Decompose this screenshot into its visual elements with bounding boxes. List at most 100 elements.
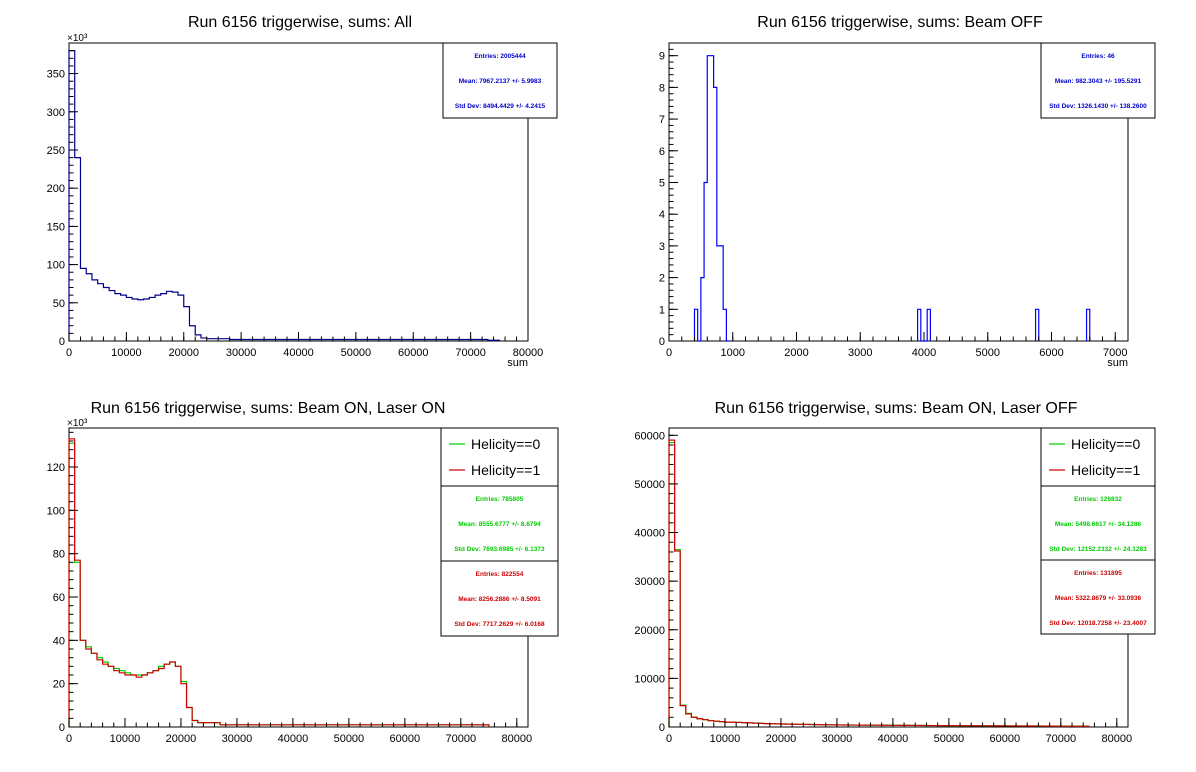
stats-line: Mean: 5322.8679 +/- 33.0936 xyxy=(1055,595,1142,602)
y-tick-label: 80 xyxy=(53,549,65,561)
stats-line: Std Dev: 12152.2332 +/- 24.1283 xyxy=(1049,546,1147,553)
x-tick-label: 30000 xyxy=(226,347,257,359)
legend-box xyxy=(440,427,559,487)
stats-line: Entries: 822554 xyxy=(476,571,524,578)
y-tick-label: 40 xyxy=(53,635,65,647)
legend-label-1: Helicity==0 xyxy=(471,436,540,452)
x-tick-label: 20000 xyxy=(166,733,197,745)
y-tick-label: 0 xyxy=(659,722,665,734)
y-tick-label: 0 xyxy=(59,722,65,734)
x-tick-label: 80000 xyxy=(502,733,533,745)
histogram-series-2 xyxy=(68,438,490,727)
x-tick-label: 7000 xyxy=(1103,347,1127,359)
y-tick-label: 250 xyxy=(47,145,65,157)
y-tick-label: 350 xyxy=(47,69,65,81)
y-axis-exponent: ×10³ xyxy=(67,418,88,429)
y-tick-label: 300 xyxy=(47,107,65,119)
x-tick-label: 20000 xyxy=(168,347,199,359)
histogram-bins-1 xyxy=(693,55,730,342)
y-tick-label: 60 xyxy=(53,592,65,604)
stats-line: Std Dev: 1326.1430 +/- 138.2600 xyxy=(1049,103,1147,110)
y-tick-label: 100 xyxy=(47,505,65,517)
stats-line: Entries: 2005444 xyxy=(474,53,526,60)
x-tick-label: 80000 xyxy=(513,347,544,359)
histogram-series-2 xyxy=(668,439,1090,727)
stats-box-2 xyxy=(440,560,559,637)
stats-box-1 xyxy=(1040,485,1156,561)
y-tick-label: 150 xyxy=(47,221,65,233)
y-tick-label: 5 xyxy=(659,177,665,189)
x-tick-label: 70000 xyxy=(455,347,486,359)
histogram-series-1 xyxy=(668,441,1090,727)
x-tick-label: 40000 xyxy=(278,733,309,745)
stats-line: Entries: 131895 xyxy=(1074,570,1122,577)
legend-box xyxy=(1040,427,1156,487)
stats-line: Mean: 8256.2886 +/- 8.5091 xyxy=(458,596,541,603)
x-tick-label: 50000 xyxy=(341,347,372,359)
legend-label-2: Helicity==1 xyxy=(1071,462,1140,478)
y-tick-label: 8 xyxy=(659,82,665,94)
x-tick-label: 70000 xyxy=(1046,733,1077,745)
y-tick-label: 20 xyxy=(53,679,65,691)
legend-label-1: Helicity==0 xyxy=(1071,436,1140,452)
stats-box-1 xyxy=(440,485,559,562)
x-tick-label: 10000 xyxy=(110,733,141,745)
x-tick-label: 30000 xyxy=(222,733,253,745)
x-tick-label: 50000 xyxy=(334,733,365,745)
x-tick-label: 4000 xyxy=(912,347,936,359)
stats-line: Mean: 5498.6617 +/- 34.1286 xyxy=(1055,521,1142,528)
y-tick-label: 20000 xyxy=(634,625,665,637)
x-axis-label: sum xyxy=(1107,357,1128,369)
stats-line: Std Dev: 7693.6985 +/- 6.1373 xyxy=(454,546,545,553)
stats-line: Entries: 126832 xyxy=(1074,496,1122,503)
y-tick-label: 9 xyxy=(659,51,665,63)
x-tick-label: 20000 xyxy=(766,733,797,745)
y-tick-label: 100 xyxy=(47,260,65,272)
x-tick-label: 80000 xyxy=(1102,733,1133,745)
pad-p4: Run 6156 triggerwise, sums: Beam ON, Las… xyxy=(634,400,1156,745)
y-tick-label: 10000 xyxy=(634,673,665,685)
x-tick-label: 3000 xyxy=(848,347,872,359)
y-tick-label: 1 xyxy=(659,304,665,316)
stats-line: Std Dev: 7717.2629 +/- 6.0168 xyxy=(454,621,545,628)
stats-box-1 xyxy=(1040,42,1156,119)
y-tick-label: 4 xyxy=(659,209,665,221)
stats-line: Mean: 7967.2137 +/- 5.9983 xyxy=(459,78,542,85)
y-tick-label: 0 xyxy=(659,336,665,348)
pad-p1: Run 6156 triggerwise, sums: All 0 10000 200… xyxy=(47,14,558,369)
stats-box-2 xyxy=(1040,559,1156,635)
x-tick-label: 40000 xyxy=(283,347,314,359)
x-tick-label: 60000 xyxy=(390,733,421,745)
y-tick-label: 0 xyxy=(59,336,65,348)
x-tick-label: 60000 xyxy=(398,347,429,359)
stats-line: Std Dev: 8494.4429 +/- 4.2415 xyxy=(455,103,546,110)
x-tick-label: 10000 xyxy=(710,733,741,745)
y-tick-label: 60000 xyxy=(634,430,665,442)
x-tick-label: 30000 xyxy=(822,733,853,745)
histogram-series-1 xyxy=(68,442,490,727)
histogram-bins-3 xyxy=(1034,308,1040,341)
chart-title: Run 6156 triggerwise, sums: Beam OFF xyxy=(757,14,1043,31)
stats-line: Mean: 8555.6777 +/- 8.6794 xyxy=(458,521,541,528)
x-tick-label: 50000 xyxy=(934,733,965,745)
x-tick-label: 60000 xyxy=(990,733,1021,745)
x-tick-label: 0 xyxy=(666,733,672,745)
y-tick-label: 3 xyxy=(659,241,665,253)
x-tick-label: 0 xyxy=(66,347,72,359)
x-tick-label: 1000 xyxy=(721,347,745,359)
y-tick-label: 120 xyxy=(47,462,65,474)
y-tick-label: 6 xyxy=(659,146,665,158)
pad-p2: Run 6156 triggerwise, sums: Beam OFF 0 100… xyxy=(659,14,1156,369)
stats-box-1 xyxy=(442,42,558,119)
histogram-series-1 xyxy=(68,50,500,341)
y-axis-exponent: ×10³ xyxy=(67,33,88,44)
x-axis-label: sum xyxy=(507,357,528,369)
x-tick-label: 70000 xyxy=(446,733,477,745)
x-tick-label: 0 xyxy=(66,733,72,745)
y-tick-label: 2 xyxy=(659,273,665,285)
histogram-bins-4 xyxy=(1085,308,1091,341)
x-tick-label: 10000 xyxy=(111,347,142,359)
y-tick-label: 40000 xyxy=(634,528,665,540)
stats-line: Entries: 46 xyxy=(1081,53,1115,60)
